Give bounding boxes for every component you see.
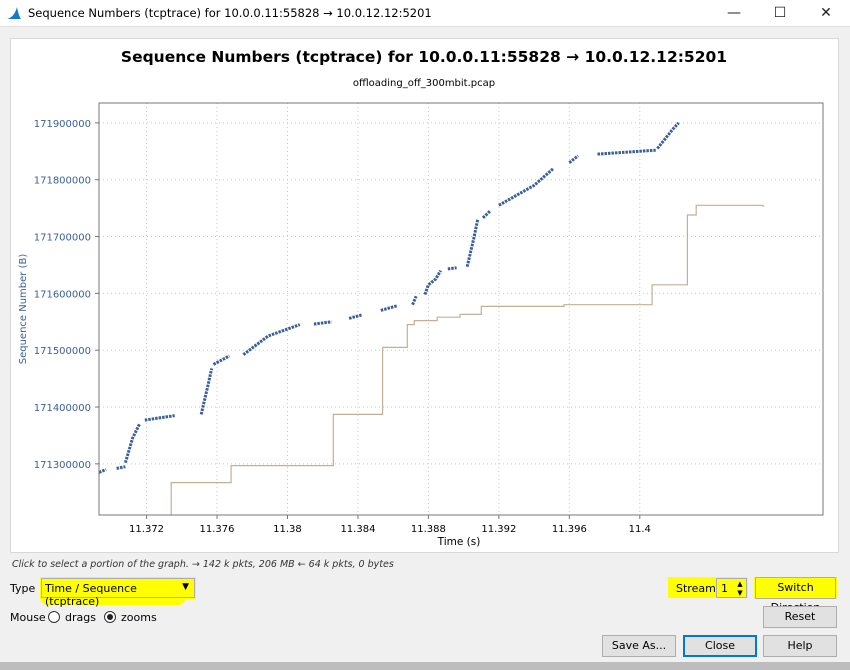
spin-up-icon[interactable]: ▲ (737, 580, 743, 588)
radio-selected-dot (107, 614, 113, 620)
y-tick-label: 171400000 (34, 403, 91, 414)
sequence-segment (656, 121, 680, 150)
x-tick-label: 11.38 (273, 524, 302, 535)
close-button[interactable]: Close (683, 635, 757, 657)
maximize-icon: ☐ (773, 5, 787, 21)
graph-hint: Click to select a portion of the graph. … (12, 559, 394, 570)
minimize-icon: — (727, 5, 741, 21)
sequence-segment (568, 154, 580, 164)
reset-button[interactable]: Reset (763, 606, 837, 628)
x-tick-label: 11.384 (340, 524, 375, 535)
chevron-down-icon: ▼ (182, 582, 189, 592)
zooms-radio[interactable] (104, 611, 116, 623)
x-tick-label: 11.388 (411, 524, 446, 535)
type-label: Type (10, 582, 36, 595)
sequence-segment (99, 468, 107, 474)
x-tick-label: 11.4 (629, 524, 651, 535)
stream-spinbox[interactable]: 1 ▲ ▼ (716, 578, 747, 598)
save-as-button[interactable]: Save As... (602, 635, 676, 657)
sequence-segment (242, 323, 301, 356)
switch-highlight (754, 577, 837, 598)
mouse-label: Mouse (10, 611, 46, 624)
sequence-segment (447, 266, 457, 271)
maximize-button[interactable]: ☐ (757, 0, 803, 26)
type-highlight (40, 577, 196, 599)
type-highlight-underline (40, 597, 186, 605)
y-tick-label: 171600000 (34, 289, 91, 300)
zooms-label: zooms (121, 611, 157, 624)
spin-down-icon[interactable]: ▼ (737, 589, 743, 597)
y-tick-label: 171700000 (34, 233, 91, 244)
y-tick-label: 171500000 (34, 346, 91, 357)
plot-axes-frame (98, 102, 824, 516)
stream-label: Stream (676, 582, 716, 595)
y-tick-label: 171300000 (34, 460, 91, 471)
sequence-segment (212, 354, 231, 366)
drags-label: drags (65, 611, 96, 624)
sequence-segment (116, 465, 126, 470)
graph-area[interactable]: Sequence Numbers (tcptrace) for 10.0.0.1… (10, 38, 839, 553)
x-tick-label: 11.376 (200, 524, 235, 535)
x-tick-label: 11.396 (552, 524, 587, 535)
y-tick-label: 171800000 (34, 176, 91, 187)
drags-radio[interactable] (48, 611, 60, 623)
sequence-segment (313, 320, 332, 326)
minimize-button[interactable]: — (711, 0, 757, 26)
receive-window-line (170, 204, 764, 515)
sequence-segment (498, 167, 555, 207)
close-window-button[interactable]: ✕ (803, 0, 849, 26)
y-axis-label: Sequence Number (B) (18, 254, 29, 365)
help-button[interactable]: Help (763, 635, 837, 657)
x-tick-label: 11.372 (129, 524, 164, 535)
y-tick-label: 171900000 (34, 119, 91, 130)
sequence-segment (423, 269, 442, 296)
window-titlebar: Sequence Numbers (tcptrace) for 10.0.0.1… (0, 0, 850, 27)
stream-value: 1 (721, 582, 728, 595)
type-value: Time / Sequence (tcptrace) (45, 582, 137, 608)
sequence-segment (123, 423, 141, 464)
chart-title: Sequence Numbers (tcptrace) for 10.0.0.1… (121, 48, 727, 66)
switch-direction-button[interactable]: Switch Direction (755, 577, 836, 614)
sequence-segment (481, 209, 492, 219)
sequence-plot[interactable]: Sequence Numbers (tcptrace) for 10.0.0.1… (11, 39, 838, 552)
sequence-segment (144, 414, 175, 422)
background-strip (0, 662, 850, 670)
sequence-segment (380, 304, 398, 312)
sequence-segment (411, 295, 418, 306)
sequence-segment (348, 313, 362, 320)
x-tick-label: 11.392 (481, 524, 516, 535)
close-icon: ✕ (820, 5, 832, 21)
sequence-segment (597, 148, 656, 156)
sequence-segment (199, 368, 214, 415)
wireshark-fin-icon (7, 7, 21, 19)
chart-subtitle: offloading_off_300mbit.pcap (353, 78, 495, 89)
window-title: Sequence Numbers (tcptrace) for 10.0.0.1… (28, 6, 432, 20)
type-combobox[interactable]: Time / Sequence (tcptrace) ▼ (41, 578, 195, 608)
stream-highlight (668, 577, 748, 598)
x-axis-label: Time (s) (437, 536, 481, 548)
sequence-segment (465, 219, 480, 268)
